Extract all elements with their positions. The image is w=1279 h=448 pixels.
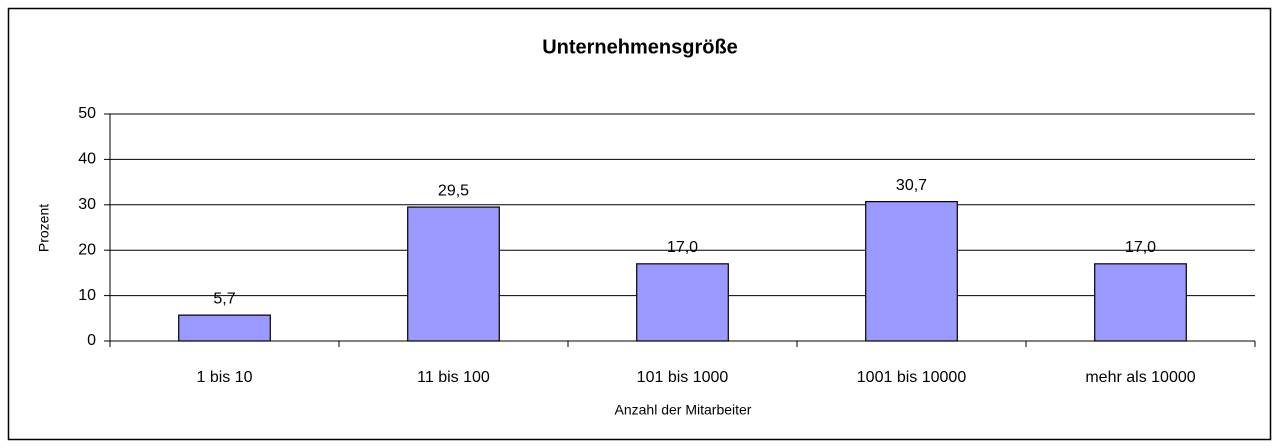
value-label: 29,5 [438, 182, 469, 199]
y-tick-label: 0 [87, 332, 96, 349]
bar [178, 314, 271, 342]
bar [865, 201, 958, 342]
bar [407, 206, 500, 342]
x-tick-label: 1001 bis 10000 [857, 369, 967, 386]
y-tick-label: 20 [78, 241, 96, 258]
y-axis-label: Prozent [36, 204, 52, 252]
x-tick-label: 11 bis 100 [417, 369, 490, 386]
y-tick-label: 50 [78, 105, 96, 122]
x-tick-label: 1 bis 10 [196, 369, 252, 386]
chart-title: Unternehmensgröße [542, 36, 738, 58]
chart-border [7, 7, 1272, 441]
x-tick-label: 101 bis 1000 [637, 369, 729, 386]
value-label: 17,0 [1125, 239, 1156, 256]
x-axis-label: Anzahl der Mitarbeiter [615, 402, 752, 418]
value-label: 5,7 [213, 290, 235, 307]
bar [636, 263, 729, 342]
x-tick-label: mehr als 10000 [1085, 369, 1195, 386]
bar [1094, 263, 1187, 342]
y-tick-label: 40 [78, 151, 96, 168]
value-label: 30,7 [896, 177, 927, 194]
y-tick-label: 30 [78, 196, 96, 213]
value-label: 17,0 [667, 239, 698, 256]
y-tick-label: 10 [78, 287, 96, 304]
